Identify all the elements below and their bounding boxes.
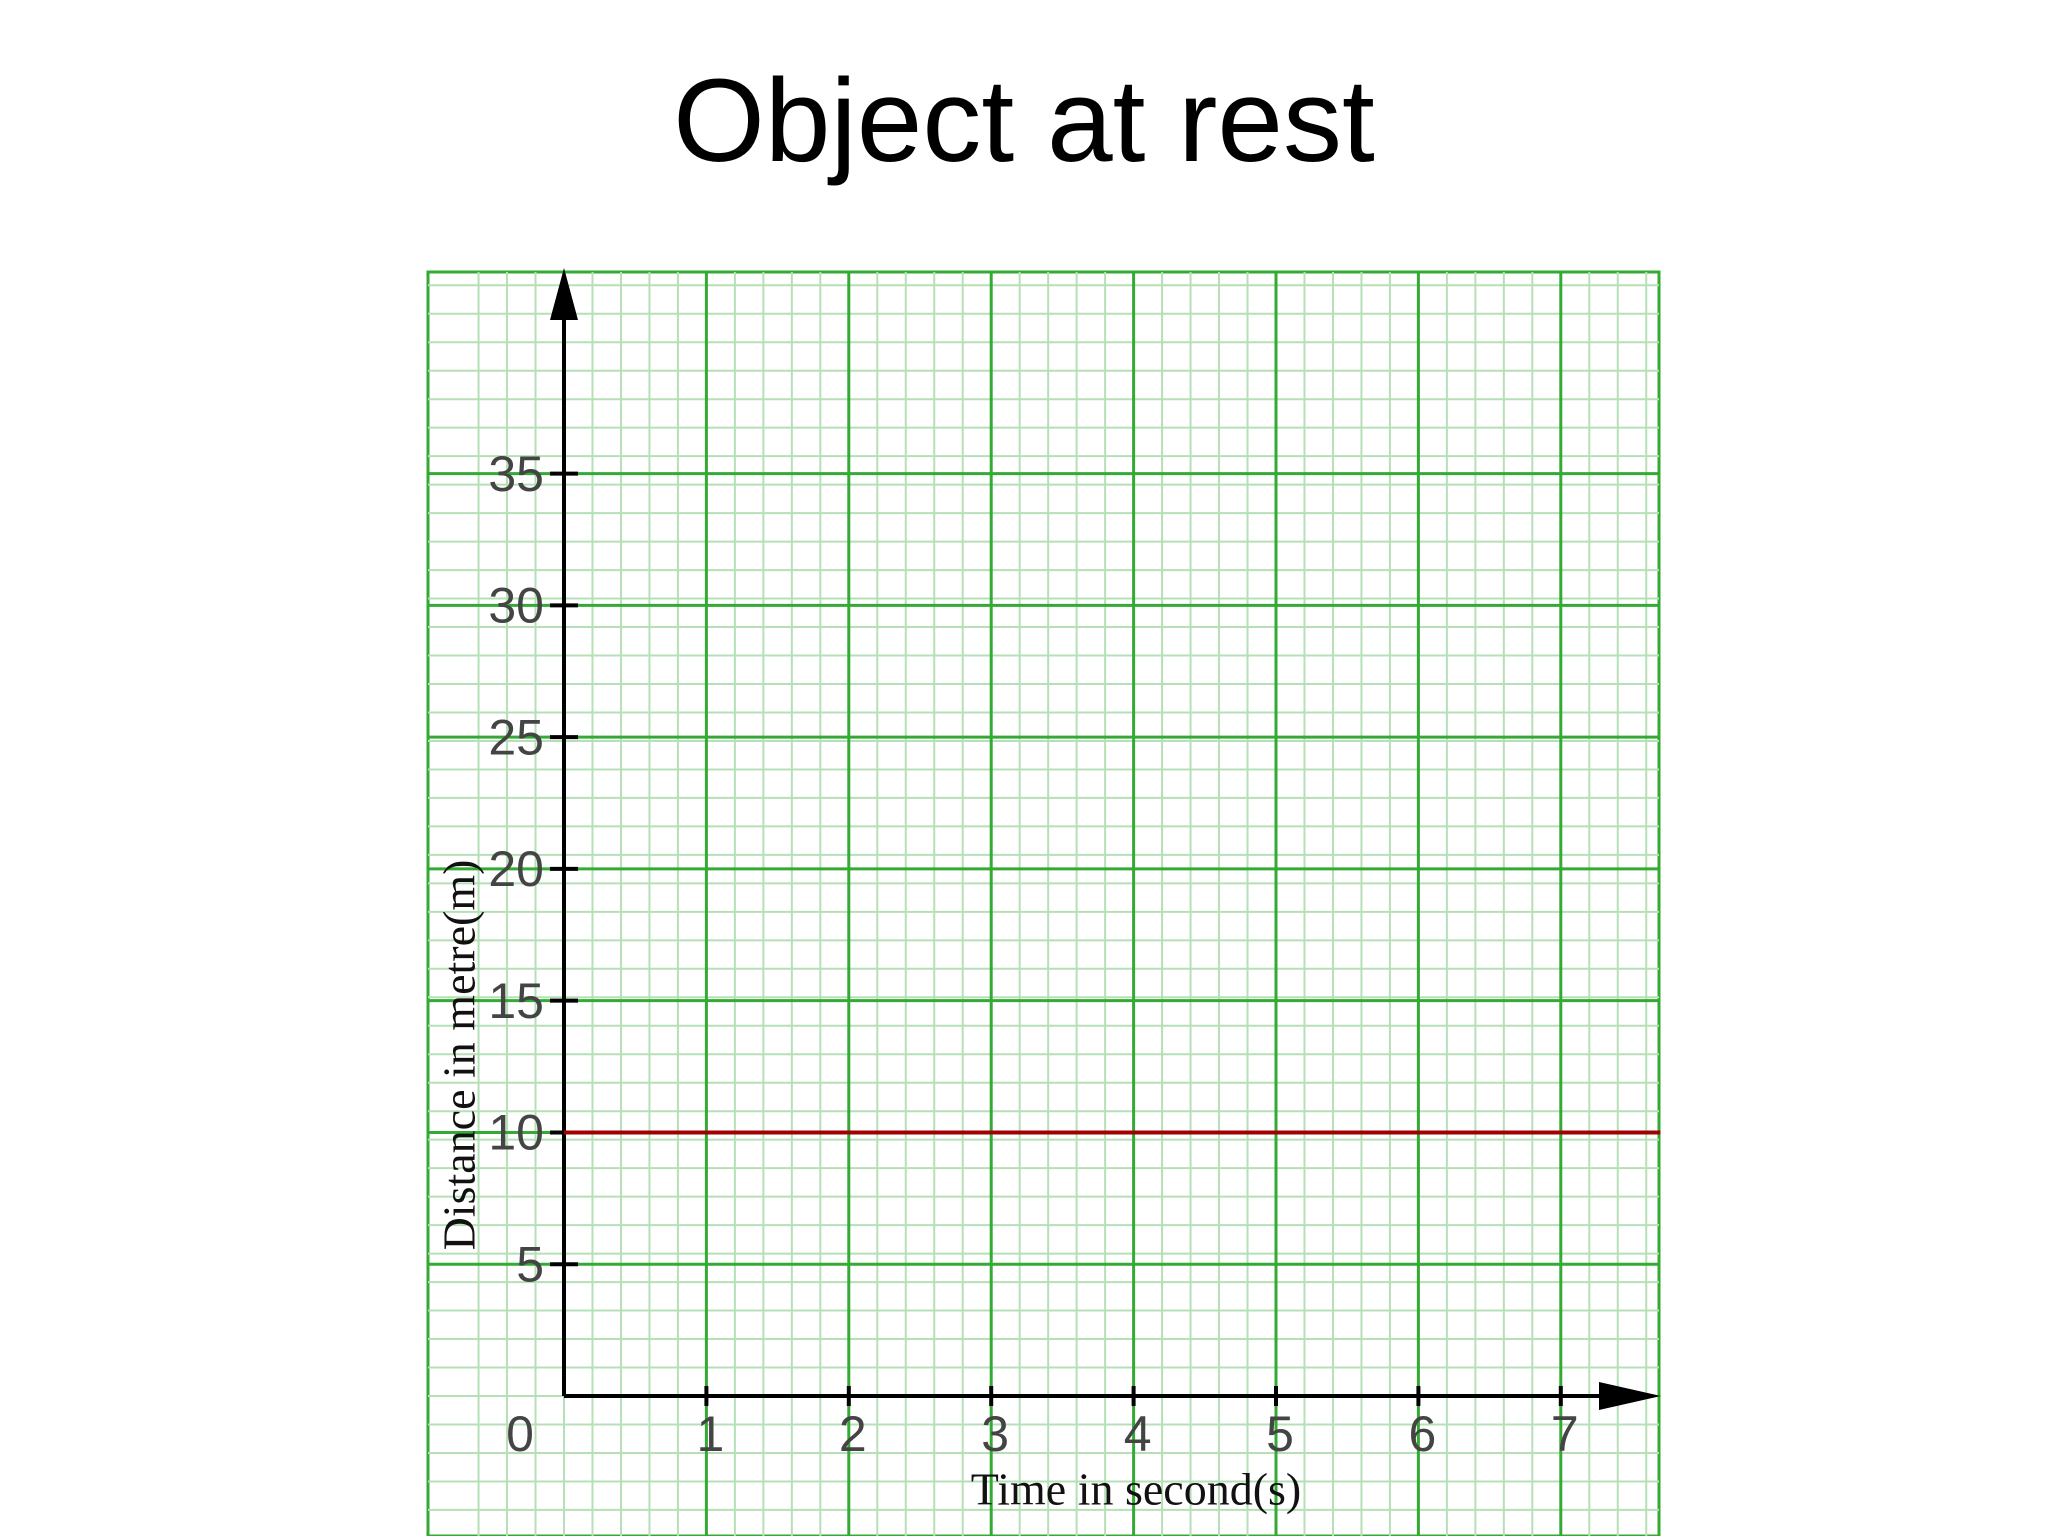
y-tick-label: 35 [488,446,544,502]
y-axis-label: Distance in metre(m) [434,860,485,1251]
y-tick-label: 25 [488,709,544,765]
x-tick-label: 6 [1408,1406,1436,1462]
y-tick-label: 5 [516,1236,544,1292]
x-tick-label: 7 [1551,1406,1579,1462]
y-tick-label: 20 [488,841,544,897]
paper [426,270,1661,1536]
y-tick-label: 15 [488,973,544,1029]
x-tick-label: 0 [506,1406,534,1462]
x-tick-label: 5 [1266,1406,1294,1462]
y-tick-label: 10 [488,1105,544,1161]
x-axis-label: Time in second(s) [971,1464,1302,1515]
x-arrow [1599,1382,1661,1410]
chart-title: Object at rest [673,55,1375,187]
x-tick-label: 3 [981,1406,1009,1462]
y-arrow [550,268,578,320]
x-tick-label: 4 [1124,1406,1152,1462]
x-tick-label: 1 [696,1406,724,1462]
x-tick-label: 2 [839,1406,867,1462]
y-tick-label: 30 [488,578,544,634]
